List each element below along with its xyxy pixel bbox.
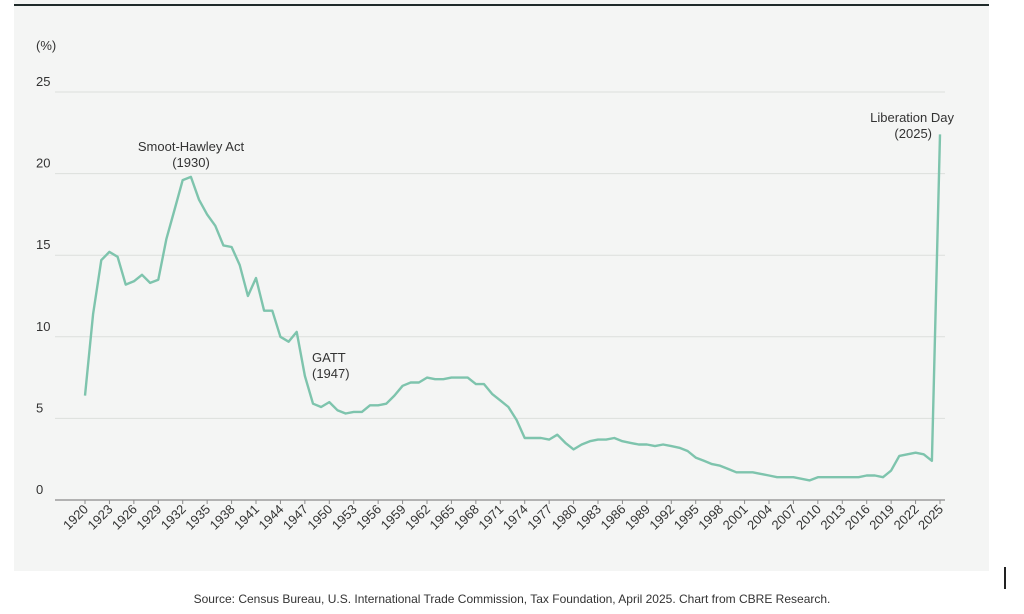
x-tick-label: 1926	[109, 502, 140, 533]
x-tick-label: 1989	[622, 502, 653, 533]
source-note: Source: Census Bureau, U.S. Internationa…	[193, 592, 831, 606]
x-tick-label: 1992	[646, 502, 677, 533]
x-tick-label: 1968	[451, 502, 482, 533]
x-tick-label: 1956	[353, 502, 384, 533]
x-tick-label: 1974	[500, 502, 531, 533]
x-tick-label: 2001	[720, 502, 751, 533]
series-layer	[83, 134, 942, 482]
x-tick-label: 1983	[573, 502, 604, 533]
annotation-gatt: GATT (1947)	[312, 350, 350, 381]
x-tick-label: 1947	[280, 502, 311, 533]
x-tick-label: 1962	[402, 502, 433, 533]
annotation-liberation-day-year: (2025)	[894, 126, 932, 141]
x-tick-labels: 1920192319261929193219351938194119441947…	[60, 500, 946, 533]
x-tick-label: 1986	[597, 502, 628, 533]
x-tick-label: 1959	[378, 502, 409, 533]
y-tick-label: 15	[36, 237, 50, 252]
top-rule	[14, 4, 989, 6]
x-tick-label: 2007	[768, 502, 799, 533]
annotation-liberation-day: Liberation Day (2025)	[870, 110, 954, 141]
y-tick-label: 25	[36, 74, 50, 89]
x-tick-label: 2010	[793, 502, 824, 533]
x-tick-label: 1923	[84, 502, 115, 533]
x-tick-label: 2019	[866, 502, 897, 533]
annotation-gatt-title: GATT	[312, 350, 346, 365]
x-tick-label: 1977	[524, 502, 555, 533]
chart-panel	[14, 0, 989, 571]
annotation-liberation-day-title: Liberation Day	[870, 110, 954, 125]
annotation-smoot-hawley-title: Smoot-Hawley Act	[138, 139, 245, 154]
x-tick-label: 1980	[549, 502, 580, 533]
y-tick-label: 5	[36, 400, 43, 415]
x-tick-label: 1938	[207, 502, 238, 533]
annotation-smoot-hawley-year: (1930)	[172, 155, 210, 170]
x-tick-label: 1944	[255, 502, 286, 533]
x-tick-label: 2022	[891, 502, 922, 533]
y-tick-label: 20	[36, 156, 50, 171]
x-tick-label: 1971	[475, 502, 506, 533]
x-tick-label: 1953	[329, 502, 360, 533]
x-tick-label: 1932	[158, 502, 189, 533]
x-tick-label: 1995	[671, 502, 702, 533]
x-tick-label: 1920	[60, 502, 91, 533]
x-tick-label: 1998	[695, 502, 726, 533]
y-tick-label: 10	[36, 319, 50, 334]
x-tick-label: 2004	[744, 502, 775, 533]
text-cursor	[1004, 567, 1006, 589]
x-tick-label: 1950	[304, 502, 335, 533]
x-tick-label: 2016	[842, 502, 873, 533]
x-tick-label: 1929	[133, 502, 164, 533]
x-tick-label: 2013	[817, 502, 848, 533]
annotation-smoot-hawley: Smoot-Hawley Act (1930)	[138, 139, 245, 170]
y-tick-labels: 0 5 10 15 20 25	[36, 74, 50, 497]
annotation-gatt-year: (1947)	[312, 366, 350, 381]
x-tick-label: 1965	[426, 502, 457, 533]
x-tick-label: 2025	[915, 502, 946, 533]
y-axis-unit-label: (%)	[36, 38, 56, 53]
tariff-rate-line	[83, 134, 942, 482]
x-tick-label: 1941	[231, 502, 262, 533]
y-tick-label: 0	[36, 482, 43, 497]
x-tick-label: 1935	[182, 502, 213, 533]
